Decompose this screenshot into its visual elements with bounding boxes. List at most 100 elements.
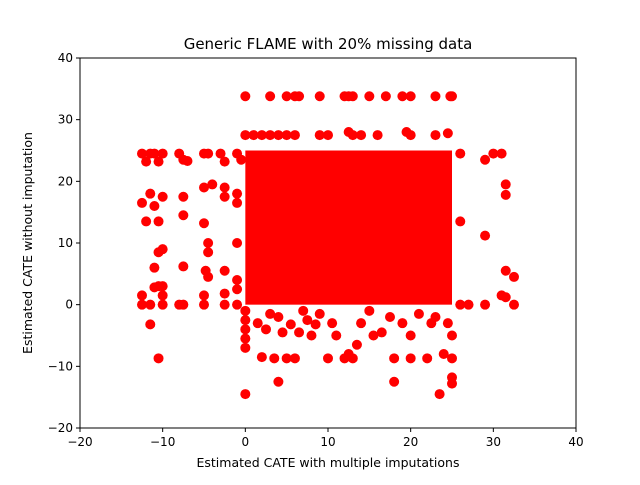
data-point xyxy=(480,299,491,310)
data-point xyxy=(430,130,441,141)
x-tick-label: −10 xyxy=(150,435,175,449)
data-point xyxy=(327,318,338,329)
data-point xyxy=(323,353,333,364)
data-point xyxy=(137,148,147,159)
data-point xyxy=(368,330,379,341)
data-point xyxy=(385,312,395,322)
data-point xyxy=(430,91,441,102)
data-point xyxy=(310,319,321,330)
data-point xyxy=(447,378,457,389)
data-point xyxy=(438,349,449,359)
dense-point-cluster xyxy=(245,150,452,305)
data-point xyxy=(199,182,209,193)
data-point xyxy=(480,154,491,165)
data-point xyxy=(203,238,214,248)
data-point xyxy=(232,197,243,208)
data-point xyxy=(145,299,156,310)
data-point xyxy=(199,290,209,301)
data-point xyxy=(351,339,362,350)
data-point xyxy=(153,353,164,364)
data-point xyxy=(289,130,300,141)
data-point xyxy=(331,330,342,341)
data-point xyxy=(397,91,408,102)
data-point xyxy=(463,299,474,310)
data-point xyxy=(232,299,243,310)
data-point xyxy=(145,319,156,330)
data-point xyxy=(281,353,292,364)
data-point xyxy=(219,288,230,299)
data-point xyxy=(323,130,333,141)
data-point xyxy=(442,318,453,329)
data-point xyxy=(137,197,147,208)
data-point xyxy=(422,353,433,364)
data-point xyxy=(306,330,317,341)
data-point xyxy=(153,156,164,167)
data-point xyxy=(430,312,441,322)
data-point xyxy=(455,216,466,227)
data-point xyxy=(178,191,189,202)
data-point xyxy=(240,315,251,326)
data-point xyxy=(153,247,164,258)
data-point xyxy=(289,353,300,364)
data-point xyxy=(240,305,251,316)
data-point xyxy=(269,353,280,364)
data-point xyxy=(203,271,214,282)
data-point xyxy=(248,130,259,141)
data-point xyxy=(298,305,309,316)
x-axis-label: Estimated CATE with multiple imputations xyxy=(197,455,460,470)
data-point xyxy=(232,188,243,199)
data-point xyxy=(240,389,251,400)
data-point xyxy=(141,156,152,167)
data-point xyxy=(137,290,147,301)
y-tick-label: 0 xyxy=(65,298,73,312)
data-point xyxy=(314,130,325,141)
axis-ticks-layer: −20 −10 0 10 20 30 40 −20 −10 0 10 20 30 40 xyxy=(48,51,584,449)
data-point xyxy=(376,327,387,338)
data-point xyxy=(232,275,243,285)
data-point xyxy=(294,327,305,338)
data-point xyxy=(500,292,511,303)
data-point xyxy=(277,327,288,338)
data-point xyxy=(199,299,209,310)
data-point xyxy=(314,308,325,319)
data-point xyxy=(405,330,416,341)
x-tick-label: 40 xyxy=(568,435,583,449)
data-point xyxy=(347,353,358,364)
data-point xyxy=(178,299,189,310)
data-point xyxy=(137,299,147,310)
data-point xyxy=(356,130,367,141)
data-point xyxy=(364,305,375,316)
data-point xyxy=(256,352,267,363)
data-point xyxy=(405,353,416,364)
data-point xyxy=(265,91,276,102)
data-point xyxy=(500,179,511,190)
y-tick-label: 30 xyxy=(58,113,73,127)
data-point xyxy=(509,271,519,282)
y-tick-label: 10 xyxy=(58,236,73,250)
chart-title: Generic FLAME with 20% missing data xyxy=(184,35,473,53)
data-point xyxy=(397,318,408,329)
data-point xyxy=(509,299,519,310)
data-point xyxy=(240,130,251,141)
data-point xyxy=(389,353,400,364)
data-point xyxy=(314,91,325,102)
data-point xyxy=(434,389,445,400)
x-tick-label: 30 xyxy=(486,435,501,449)
data-point xyxy=(442,128,453,139)
y-tick-label: −10 xyxy=(48,359,73,373)
data-point xyxy=(240,91,251,102)
data-point xyxy=(219,299,230,310)
data-point xyxy=(447,330,457,341)
data-point xyxy=(273,376,284,387)
data-point xyxy=(496,148,507,159)
x-tick-label: −20 xyxy=(67,435,92,449)
data-point xyxy=(215,148,226,159)
data-point xyxy=(500,189,511,200)
data-point xyxy=(480,230,491,241)
data-point xyxy=(240,342,251,353)
data-point xyxy=(240,324,251,335)
data-point xyxy=(389,376,400,387)
data-point xyxy=(252,318,263,329)
data-point xyxy=(256,130,267,141)
